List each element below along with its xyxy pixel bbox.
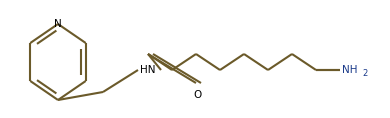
- Text: N: N: [54, 19, 62, 29]
- Text: HN: HN: [140, 65, 156, 75]
- Text: O: O: [194, 90, 202, 100]
- Text: 2: 2: [362, 70, 367, 78]
- Text: NH: NH: [342, 65, 358, 75]
